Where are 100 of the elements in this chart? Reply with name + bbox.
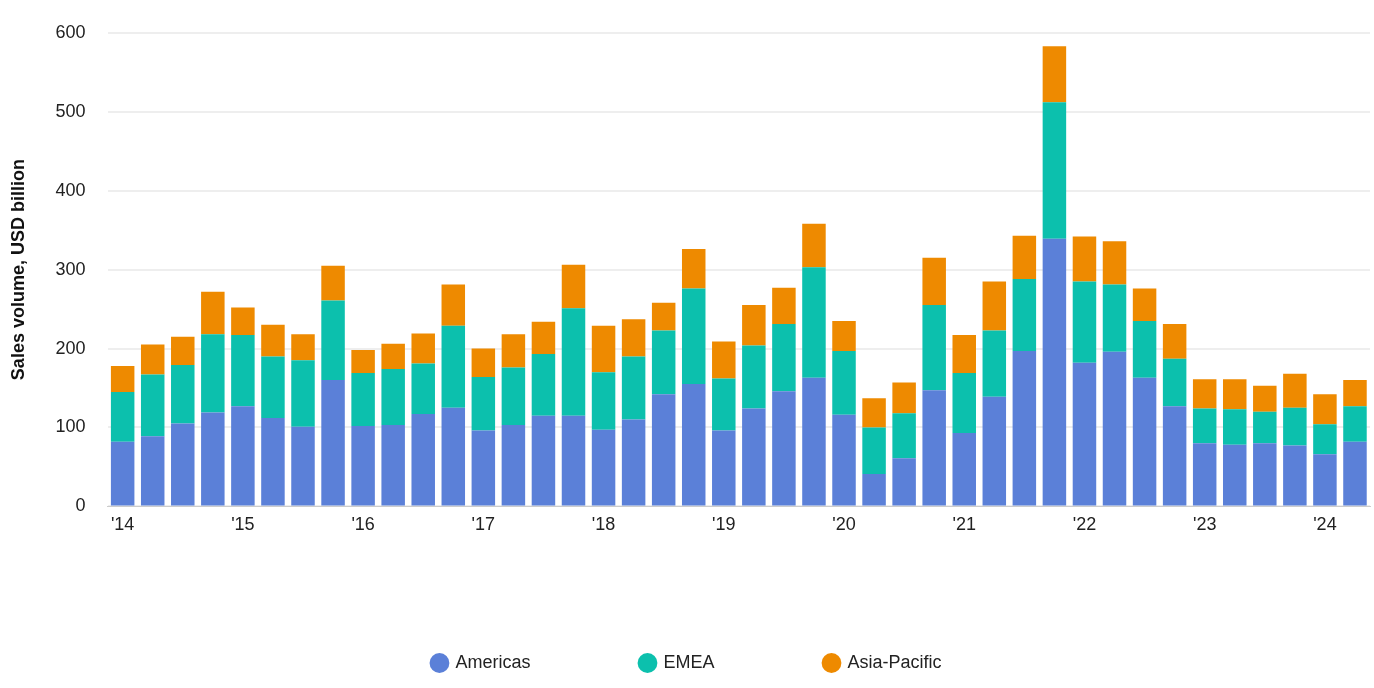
bar — [712, 378, 736, 431]
bar — [1253, 385, 1277, 412]
bar — [291, 334, 315, 361]
bar — [110, 391, 135, 442]
bar — [591, 372, 616, 430]
bar — [1192, 408, 1217, 444]
bar — [892, 458, 916, 506]
bar — [441, 325, 466, 408]
bar — [681, 249, 706, 289]
bar — [441, 284, 466, 326]
bar — [1072, 281, 1097, 363]
bar — [351, 373, 375, 426]
bar — [681, 384, 706, 506]
bar — [1162, 324, 1187, 359]
bar — [1343, 380, 1367, 407]
bar — [531, 354, 556, 416]
bar — [922, 305, 946, 391]
bar — [411, 333, 435, 364]
bar — [802, 223, 826, 268]
bar — [171, 336, 195, 366]
bar — [712, 430, 736, 506]
bar — [171, 365, 195, 424]
bar — [291, 426, 315, 506]
x-tick-label: '17 — [471, 514, 496, 535]
x-tick-label: '16 — [351, 514, 375, 535]
bar — [952, 373, 976, 433]
y-tick-label: 500 — [55, 100, 86, 121]
bar — [621, 356, 646, 420]
x-tick-label: '14 — [110, 514, 135, 535]
legend-label: Asia-Pacific — [847, 651, 942, 672]
bar — [381, 369, 405, 426]
bar — [1102, 241, 1127, 285]
bar — [1192, 379, 1217, 409]
bar — [1313, 394, 1337, 425]
bar — [261, 418, 285, 506]
bar — [832, 414, 856, 506]
bar — [982, 396, 1007, 506]
bar — [321, 265, 345, 301]
y-tick-label: 200 — [55, 337, 86, 358]
bar — [1253, 443, 1277, 506]
bar — [321, 300, 345, 381]
bar — [651, 394, 676, 506]
y-tick-label: 400 — [55, 179, 86, 200]
bar — [772, 287, 796, 325]
x-tick-label: '23 — [1192, 514, 1217, 535]
legend-label: EMEA — [663, 651, 715, 672]
bar — [862, 427, 886, 475]
bar — [261, 324, 285, 357]
bar — [862, 398, 886, 428]
bar — [832, 320, 856, 351]
y-tick-label: 300 — [55, 258, 86, 279]
y-tick-label: 600 — [55, 21, 86, 42]
bar — [561, 415, 586, 506]
bar — [1222, 379, 1247, 410]
x-tick-label: '24 — [1313, 514, 1337, 535]
bar — [140, 436, 165, 506]
bar — [561, 308, 586, 416]
bar — [742, 408, 766, 506]
bar — [471, 348, 496, 377]
bar — [1042, 102, 1067, 239]
bar — [982, 281, 1007, 331]
legend-label: Americas — [455, 651, 531, 672]
bar — [1012, 350, 1037, 506]
bar — [591, 429, 616, 506]
bar — [772, 324, 796, 392]
bar — [231, 307, 255, 336]
bar — [1313, 424, 1337, 455]
bar — [471, 376, 496, 431]
bar — [501, 425, 526, 506]
y-tick-label: 0 — [75, 495, 86, 516]
bar — [201, 334, 225, 413]
bar — [712, 341, 736, 379]
y-axis-title: Sales volume, USD billion — [7, 159, 28, 381]
bar — [291, 360, 315, 427]
bar — [381, 425, 405, 506]
bar — [651, 302, 676, 331]
x-tick-label: '18 — [591, 514, 616, 535]
bar — [922, 257, 946, 306]
bar — [1283, 407, 1307, 446]
bar — [1072, 362, 1097, 506]
bar — [1343, 406, 1367, 442]
bar — [110, 441, 135, 506]
bar — [1283, 445, 1307, 506]
bar — [501, 367, 526, 426]
bar — [321, 380, 345, 506]
bar — [862, 474, 886, 506]
bar — [651, 330, 676, 395]
bar — [1102, 351, 1127, 506]
bar — [531, 415, 556, 506]
bar — [1192, 443, 1217, 506]
bar — [772, 391, 796, 506]
bar — [441, 407, 466, 506]
bar — [171, 423, 195, 506]
bar — [351, 350, 375, 373]
bar — [531, 321, 556, 355]
bar — [742, 345, 766, 409]
bar — [982, 330, 1007, 397]
bar — [802, 267, 826, 378]
bar — [1072, 236, 1097, 282]
bar — [381, 343, 405, 370]
